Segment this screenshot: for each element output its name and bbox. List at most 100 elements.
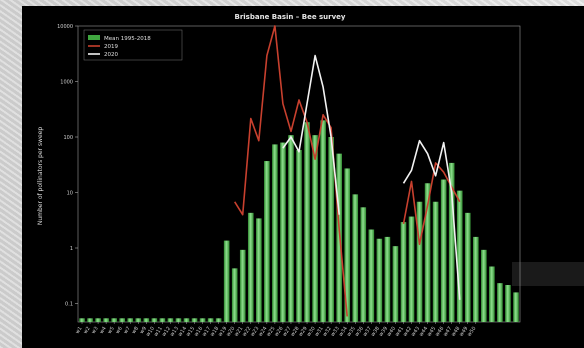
x-tick-label: w9 [139,326,148,335]
bar [392,246,399,322]
bar [328,137,334,322]
x-tick-label: w28 [290,326,301,338]
x-tick-label: w18 [209,326,220,338]
bar [143,318,150,322]
bar [368,229,375,322]
bar [135,318,142,322]
x-tick-label: w39 [378,326,389,338]
legend: Mean 1995-2018 2019 2020 [83,29,183,61]
x-tick-label: w16 [193,326,204,338]
x-tick-label: w10 [145,326,156,338]
bar [472,236,479,322]
x-tick-label: w27 [282,326,293,338]
bar [440,179,447,322]
bar [175,318,182,322]
bar [505,285,511,322]
x-tick-label: w3 [91,326,100,335]
x-tick-label: w1 [75,326,84,335]
x-tick-label: w12 [161,326,172,338]
bar [151,318,158,322]
bar [497,283,503,322]
bar [464,212,471,322]
bar [95,318,101,322]
bar [344,168,351,322]
x-tick-label: w48 [450,326,461,338]
bar [312,135,318,322]
bar [320,120,326,322]
x-tick-label: w6 [115,326,124,335]
x-tick-label: w24 [258,326,269,338]
x-tick-label: w50 [467,326,478,338]
bar [489,266,495,322]
bar [167,318,174,322]
x-tick-label: w35 [346,326,357,338]
bar [408,216,415,322]
bar [272,144,278,322]
x-tick-label: w15 [185,326,196,338]
x-tick-label: w11 [153,326,164,338]
bar [111,318,117,322]
x-tick-label: w44 [418,326,429,338]
y-tick-label: 1000 [60,80,73,86]
bar [296,149,302,322]
x-tick-label: w32 [322,326,333,338]
x-tick-label: w22 [242,326,253,338]
bar [424,183,431,322]
bar [448,162,455,322]
bar [119,318,126,322]
y-tick-label: 1 [70,246,73,252]
x-tick-label: w45 [426,326,437,338]
legend-box [83,29,183,61]
bar [304,122,310,322]
x-tick-label: w23 [250,326,261,338]
bar [247,212,254,322]
x-tick-label: w2 [83,326,92,335]
x-tick-label: w37 [362,326,373,338]
bar [280,142,286,322]
x-tick-label: w47 [442,326,453,338]
bar [376,238,383,322]
x-tick-label: w33 [330,326,341,338]
bar [481,249,487,322]
y-tick-label: 100 [63,135,73,141]
bar [79,318,85,322]
bar [256,218,262,322]
bar [456,190,463,322]
x-tick-label: w49 [458,326,469,338]
x-tick-label: w41 [394,326,405,338]
x-tick-label: w7 [123,326,132,335]
side-panel-tab [512,262,584,286]
x-tick-label: w17 [201,326,212,338]
x-tick-label: w31 [314,326,325,338]
chart-title: Brisbane Basin – Bee survey [235,13,346,21]
x-tick-label: w25 [266,326,277,338]
bar [231,268,238,322]
bar [207,318,214,322]
series-line-2020 [402,139,461,300]
bar [384,236,391,322]
bar [416,201,423,322]
bar [183,318,190,322]
y-tick-label: 0.1 [65,302,73,308]
x-tick-label: w38 [370,326,381,338]
legend-entry: Mean 1995-2018 [104,36,151,42]
x-tick-label: w4 [99,326,108,335]
bar [87,318,93,322]
bar [352,194,359,322]
x-tick-label: w20 [225,326,236,338]
x-tick-label: w21 [233,326,244,338]
x-tick-label: w14 [177,326,188,338]
bar [288,135,294,322]
x-tick-label: w30 [306,326,317,338]
legend-entry: 2020 [104,52,118,58]
legend-entry: 2019 [104,44,118,50]
bar [191,318,198,322]
x-tick-label: w42 [402,326,413,338]
bar [159,318,166,322]
series-line-2020 [282,54,340,215]
bar [239,249,246,322]
bar [103,318,109,322]
x-tick-label: w36 [354,326,365,338]
x-tick-label: w19 [217,326,228,338]
